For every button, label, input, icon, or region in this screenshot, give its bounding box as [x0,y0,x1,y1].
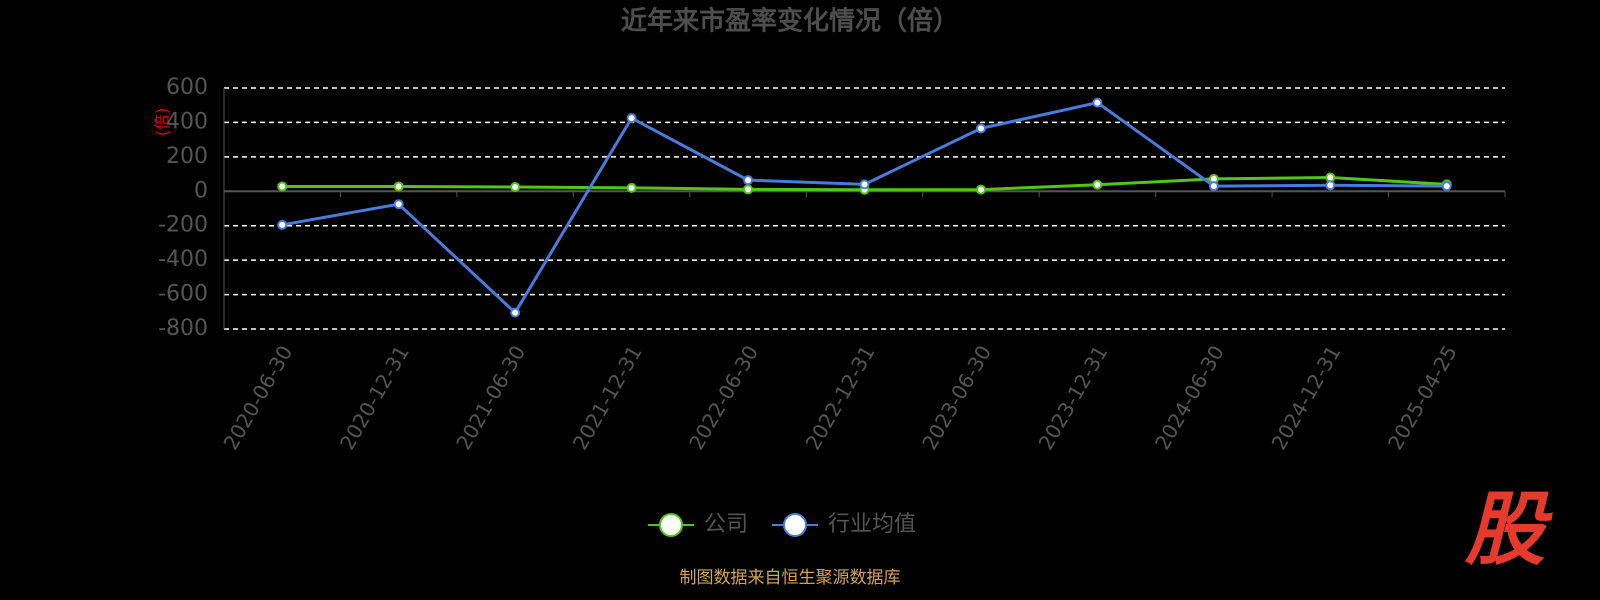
y-tick-label: -200 [158,213,208,238]
point [1092,179,1103,190]
point [1092,97,1103,108]
x-tick-label: 2024-06-30 [1150,341,1229,454]
point [277,181,288,192]
x-tick-label: 2020-12-31 [335,341,414,454]
x-tick-label: 2022-12-31 [801,341,880,454]
point [277,219,288,230]
point [859,179,870,190]
y-tick-label: 600 [166,75,208,100]
legend-label: 行业均值 [828,512,916,537]
y-tick-label: -600 [158,282,208,307]
point [510,181,521,192]
x-tick-label: 2023-12-31 [1034,341,1113,454]
y-tick-label: -800 [158,316,208,341]
point [743,175,754,186]
point [1208,181,1219,192]
legend-label: 公司 [704,512,748,537]
point [975,123,986,134]
x-tick-label: 2021-12-31 [568,341,647,454]
y-tick-label: 200 [166,144,208,169]
x-tick-label: 2025-04-25 [1383,341,1462,454]
y-tick-label: 400 [166,109,208,134]
point [510,307,521,318]
y-tick-label: 0 [194,178,208,203]
point [1325,180,1336,191]
point [743,184,754,195]
line [281,101,1447,316]
chart-title: 近年来市盈率变化情况（倍） [621,6,959,37]
point [393,199,404,210]
x-tick-label: 2024-12-31 [1267,341,1346,454]
x-tick-label: 2023-06-30 [917,341,996,454]
y-axis-label: (倍) [153,108,172,137]
legend-marker [659,513,683,537]
source: 制图数据来自恒生聚源数据库 [680,568,901,588]
point [626,182,637,193]
point [626,113,637,124]
point [1441,181,1452,192]
x-tick-label: 2022-06-30 [684,341,763,454]
y-tick-label: -400 [158,247,208,272]
logo: 股 [1464,483,1553,576]
point [975,184,986,195]
x-tick-label: 2020-06-30 [218,341,297,454]
x-tick-label: 2021-06-30 [451,341,530,454]
legend-marker [783,513,808,537]
point [393,181,404,192]
